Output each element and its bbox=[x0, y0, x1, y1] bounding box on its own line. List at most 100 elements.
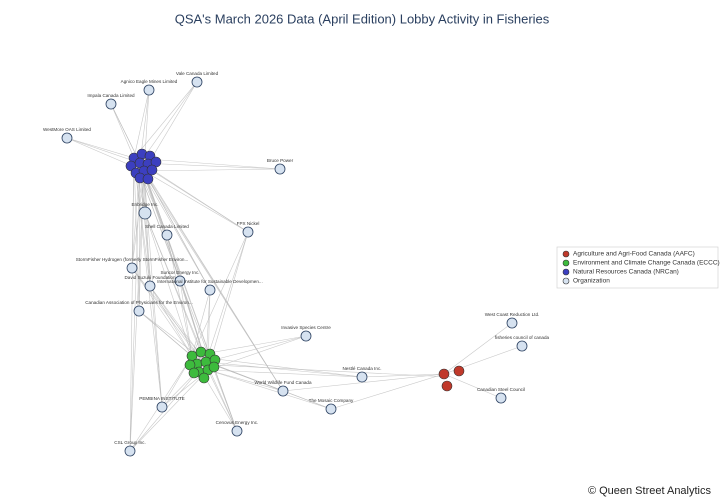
legend: Agriculture and Agri-Food Canada (AAFC) E… bbox=[562, 250, 720, 285]
edge bbox=[330, 373, 445, 410]
edge bbox=[191, 231, 249, 357]
edge bbox=[443, 322, 513, 375]
edge bbox=[138, 170, 145, 312]
organization-node bbox=[156, 401, 168, 413]
organization-label: Impala Canada Limited bbox=[87, 93, 135, 98]
edge bbox=[179, 280, 193, 357]
edge bbox=[66, 137, 135, 159]
organization-node bbox=[191, 76, 203, 88]
organization-node bbox=[300, 330, 312, 342]
edge bbox=[138, 162, 141, 312]
department-node bbox=[188, 367, 200, 379]
department-node bbox=[195, 346, 207, 358]
organization-node bbox=[516, 340, 528, 352]
edge bbox=[149, 285, 193, 357]
edge bbox=[202, 364, 451, 378]
legend-marker bbox=[562, 268, 570, 276]
organization-label: World Wildlife Fund Canada bbox=[254, 380, 312, 385]
organization-node bbox=[124, 445, 136, 457]
organization-label: West Coast Reduction Ltd. bbox=[485, 312, 540, 317]
organization-node bbox=[274, 163, 286, 175]
edge bbox=[143, 170, 284, 392]
nodes: Vale Canada Limited Agnico Eagle Mines Li… bbox=[43, 71, 550, 457]
organization-node bbox=[277, 385, 289, 397]
organization-node bbox=[174, 275, 186, 287]
edge bbox=[139, 162, 249, 233]
organization-node bbox=[105, 98, 117, 110]
organization-label: Canadian Steel Council bbox=[477, 387, 525, 392]
edge bbox=[205, 361, 363, 378]
edge bbox=[205, 361, 332, 410]
edge bbox=[207, 231, 249, 371]
legend-marker bbox=[562, 259, 570, 267]
department-node bbox=[208, 361, 220, 373]
edge bbox=[110, 103, 135, 159]
organization-label: David Suzuki Foundation bbox=[124, 275, 176, 280]
organization-label: WestMore OAS Limited bbox=[43, 127, 91, 132]
department-node bbox=[198, 372, 210, 384]
organization-label: StormFisher Hydrogen (formerly StormFish… bbox=[76, 257, 189, 262]
department-node bbox=[453, 365, 465, 377]
organization-label: Agnico Eagle Mines Limited bbox=[121, 79, 178, 84]
organization-label: Suncor Energy Inc. bbox=[160, 270, 199, 275]
edge bbox=[133, 157, 238, 432]
edge bbox=[191, 289, 211, 357]
legend-label: Organization bbox=[573, 278, 610, 285]
organization-node bbox=[231, 425, 243, 437]
organization-label: Bruce Power bbox=[267, 158, 294, 163]
organization-label: Canadian Association of Physicians for t… bbox=[85, 300, 193, 305]
legend-label: Agriculture and Agri-Food Canada (AAFC) bbox=[573, 251, 695, 258]
edge bbox=[66, 137, 141, 164]
edge bbox=[129, 157, 135, 452]
edge bbox=[205, 231, 249, 363]
edge bbox=[133, 81, 198, 159]
organization-node bbox=[325, 403, 337, 415]
department-node bbox=[142, 173, 154, 185]
organization-node bbox=[204, 284, 216, 296]
legend-marker bbox=[562, 277, 570, 285]
organization-node bbox=[144, 280, 156, 292]
edge bbox=[207, 369, 332, 410]
edge bbox=[139, 162, 281, 170]
edge bbox=[143, 168, 281, 172]
edge bbox=[191, 355, 363, 378]
legend-box bbox=[556, 246, 719, 289]
edge bbox=[143, 170, 151, 287]
organization-label: Invasive Species Centre bbox=[281, 325, 331, 330]
organization-node bbox=[161, 229, 173, 241]
edge bbox=[143, 170, 238, 432]
organization-node bbox=[133, 305, 145, 317]
edge bbox=[139, 81, 198, 164]
organization-label: International Institute for Sustainable … bbox=[157, 279, 262, 284]
legend-label: Natural Resources Canada (NRCan) bbox=[573, 269, 679, 276]
organization-label: Cenovus Energy Inc. bbox=[216, 420, 259, 425]
edge bbox=[144, 212, 209, 371]
edge bbox=[361, 373, 445, 378]
department-node bbox=[146, 164, 158, 176]
edge bbox=[143, 170, 249, 233]
edge bbox=[282, 373, 445, 392]
organization-label: fisheries council of canada bbox=[495, 335, 550, 340]
edge bbox=[133, 89, 150, 159]
organization-label: The Mosaic Company bbox=[309, 398, 354, 403]
organization-label: PEMBINA INSTITUTE bbox=[139, 396, 184, 401]
edge bbox=[207, 369, 363, 378]
organization-label: Shell Canada Limited bbox=[145, 224, 189, 229]
edge bbox=[443, 373, 502, 399]
organization-node bbox=[61, 132, 73, 144]
legend-label: Environment and Climate Change Canada (E… bbox=[573, 260, 720, 267]
organization-node bbox=[242, 226, 254, 238]
organization-node bbox=[495, 392, 507, 404]
organization-label: Nestlé Canada Inc. bbox=[342, 366, 381, 371]
edge bbox=[143, 170, 181, 282]
department-node bbox=[438, 368, 450, 380]
organization-node bbox=[138, 206, 152, 220]
edge bbox=[129, 369, 209, 452]
edge bbox=[131, 267, 207, 363]
organization-label: Enbridge Inc. bbox=[131, 202, 158, 207]
organization-label: Vale Canada Limited bbox=[176, 71, 219, 76]
footer: © Queen Street Analytics bbox=[588, 485, 712, 497]
organization-node bbox=[126, 262, 138, 274]
